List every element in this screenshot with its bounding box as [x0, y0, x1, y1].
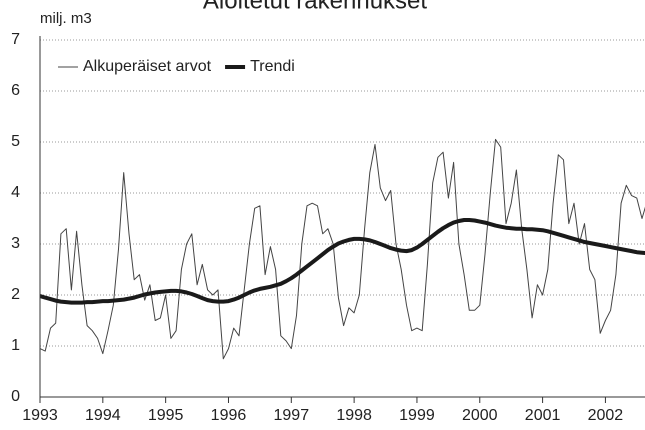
y-axis-label: milj. m3	[40, 10, 92, 27]
y-tick-label: 5	[11, 133, 20, 150]
series-line	[40, 218, 645, 305]
x-tick-label: 1996	[211, 407, 247, 424]
series-line	[40, 138, 645, 360]
legend-label: Alkuperäiset arvot	[83, 58, 212, 75]
legend-label: Trendi	[250, 58, 295, 75]
y-tick-label: 3	[11, 235, 20, 252]
x-tick-label: 1994	[85, 407, 121, 424]
y-tick-label: 0	[11, 388, 20, 405]
x-tick-label: 1995	[148, 407, 184, 424]
y-tick-label: 6	[11, 82, 20, 99]
plot-area	[40, 138, 645, 360]
y-tick-label: 7	[11, 31, 20, 48]
x-tick-label: 2001	[525, 407, 561, 424]
x-tick-label: 1998	[336, 407, 372, 424]
y-tick-label: 2	[11, 286, 20, 303]
axes: 0 1 2 3 4 5 6 7 1993 1994 1995 1996 1997 1998 1999 2000…	[11, 31, 645, 424]
y-tick-label: 1	[11, 337, 20, 354]
x-tick-label: 2002	[588, 407, 624, 424]
x-tick-label: 1999	[399, 407, 435, 424]
x-tick-label: 1997	[274, 407, 310, 424]
y-tick-label: 4	[11, 184, 20, 201]
x-tick-label: 1993	[22, 407, 58, 424]
x-tick-label: 2000	[462, 407, 498, 424]
chart-title: Aloitetut rakennukset	[203, 0, 427, 14]
grid	[40, 39, 645, 398]
